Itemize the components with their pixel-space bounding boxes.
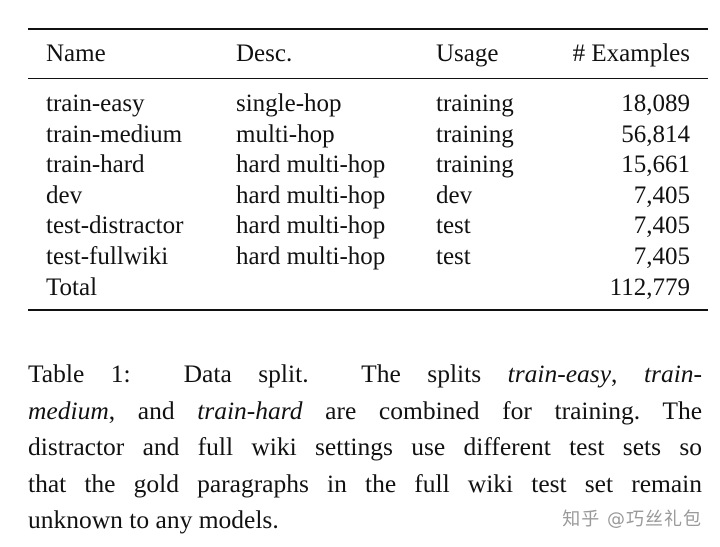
caption-line-4: that the gold paragraphs in the full wik…: [28, 468, 702, 498]
cell-name: dev: [46, 181, 83, 209]
caption-line-3: distractor and full wiki settings use di…: [28, 432, 702, 461]
cell-desc: multi-hop: [236, 120, 335, 148]
header-rule: [28, 78, 708, 79]
data-split-table: Name Desc. Usage # Examples train-easy s…: [28, 28, 708, 312]
total-label: Total: [46, 273, 98, 301]
table-body: train-easy single-hop training 18,089 tr…: [28, 79, 708, 309]
cell-desc: hard multi-hop: [236, 242, 386, 270]
cell-usage: test: [436, 242, 471, 270]
cell-name: train-easy: [46, 90, 145, 117]
cell-examples: 7,405: [633, 181, 690, 209]
caption-italic-train-easy: train-easy: [507, 359, 612, 388]
cell-name: train-hard: [46, 151, 145, 179]
caption-italic-train-medium-b: medium: [28, 395, 109, 425]
total-desc: [236, 273, 436, 304]
caption-line-5: unknown to any models.: [28, 505, 279, 534]
caption-label: Table 1:: [28, 359, 131, 388]
cell-examples: 7,405: [633, 212, 690, 240]
table-caption: Table 1: Data split. The splits train-ea…: [28, 356, 702, 539]
caption-title: Data split.: [183, 359, 309, 388]
cell-usage: training: [436, 151, 514, 179]
header-desc: Desc.: [236, 39, 293, 67]
caption-italic-train-hard: train-hard: [197, 395, 303, 425]
cell-desc: hard multi-hop: [236, 212, 386, 240]
caption-text: , and: [108, 395, 175, 425]
caption-comma: ,: [611, 359, 618, 388]
cell-usage: test: [436, 212, 471, 240]
cell-desc: single-hop: [236, 90, 342, 117]
header-examples: # Examples: [572, 39, 690, 67]
cell-examples: 15,661: [621, 151, 690, 179]
cell-desc: hard multi-hop: [236, 151, 386, 179]
cell-desc: hard multi-hop: [236, 181, 386, 209]
total-row: Total 112,779: [28, 273, 708, 304]
bottom-rule: [28, 309, 708, 312]
header-usage: Usage: [436, 39, 499, 67]
caption-text: The splits: [361, 359, 482, 388]
table-row: test-fullwiki hard multi-hop test 7,405: [28, 242, 708, 273]
top-rule: [28, 28, 708, 30]
caption-line-2: medium, and train-hard are combined for …: [28, 393, 702, 430]
cell-usage: dev: [436, 181, 473, 209]
table-row: dev hard multi-hop dev 7,405: [28, 181, 708, 212]
cell-examples: 7,405: [633, 242, 690, 270]
cell-name: train-medium: [46, 120, 183, 148]
cell-usage: training: [436, 120, 514, 148]
total-usage: [436, 273, 556, 304]
cell-examples: 56,814: [621, 120, 690, 148]
header-name: Name: [46, 39, 106, 67]
total-examples: 112,779: [609, 273, 690, 301]
caption-text: are combined for training. The: [325, 395, 703, 425]
table-row: train-medium multi-hop training 56,814: [28, 120, 708, 151]
table-row: test-distractor hard multi-hop test 7,40…: [28, 211, 708, 242]
cell-name: test-distractor: [46, 212, 184, 240]
table-row: train-easy single-hop training 18,089: [28, 89, 708, 120]
cell-examples: 18,089: [621, 90, 690, 117]
table-row: train-hard hard multi-hop training 15,66…: [28, 150, 708, 181]
cell-usage: training: [436, 90, 514, 117]
header-row: Name Desc. Usage # Examples: [28, 30, 708, 78]
cell-name: test-fullwiki: [46, 242, 169, 270]
caption-line-1: Table 1: Data split. The splits train-ea…: [28, 356, 702, 393]
watermark-text: 知乎 @巧丝礼包: [562, 509, 702, 530]
caption-italic-train-medium-a: train-: [643, 359, 703, 388]
table: Name Desc. Usage # Examples: [28, 30, 708, 78]
